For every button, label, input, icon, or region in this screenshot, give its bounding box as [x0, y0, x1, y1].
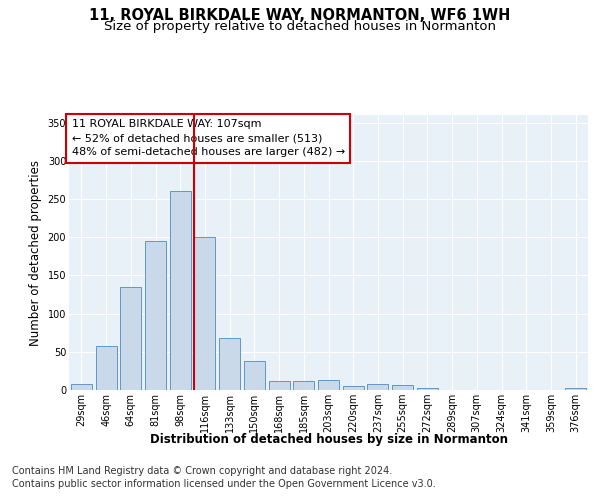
- Bar: [392, 384, 413, 390]
- Bar: [417, 388, 438, 390]
- Text: 11 ROYAL BIRKDALE WAY: 107sqm
← 52% of detached houses are smaller (513)
48% of : 11 ROYAL BIRKDALE WAY: 107sqm ← 52% of d…: [71, 119, 345, 157]
- Text: Contains public sector information licensed under the Open Government Licence v3: Contains public sector information licen…: [12, 479, 436, 489]
- Bar: [565, 388, 586, 390]
- Text: Distribution of detached houses by size in Normanton: Distribution of detached houses by size …: [150, 432, 508, 446]
- Bar: [145, 241, 166, 390]
- Bar: [219, 338, 240, 390]
- Bar: [269, 381, 290, 390]
- Y-axis label: Number of detached properties: Number of detached properties: [29, 160, 42, 346]
- Text: 11, ROYAL BIRKDALE WAY, NORMANTON, WF6 1WH: 11, ROYAL BIRKDALE WAY, NORMANTON, WF6 1…: [89, 8, 511, 22]
- Bar: [244, 361, 265, 390]
- Bar: [343, 386, 364, 390]
- Bar: [293, 381, 314, 390]
- Bar: [170, 192, 191, 390]
- Bar: [71, 384, 92, 390]
- Bar: [367, 384, 388, 390]
- Bar: [194, 237, 215, 390]
- Text: Contains HM Land Registry data © Crown copyright and database right 2024.: Contains HM Land Registry data © Crown c…: [12, 466, 392, 476]
- Bar: [120, 287, 141, 390]
- Bar: [318, 380, 339, 390]
- Text: Size of property relative to detached houses in Normanton: Size of property relative to detached ho…: [104, 20, 496, 33]
- Bar: [95, 346, 116, 390]
